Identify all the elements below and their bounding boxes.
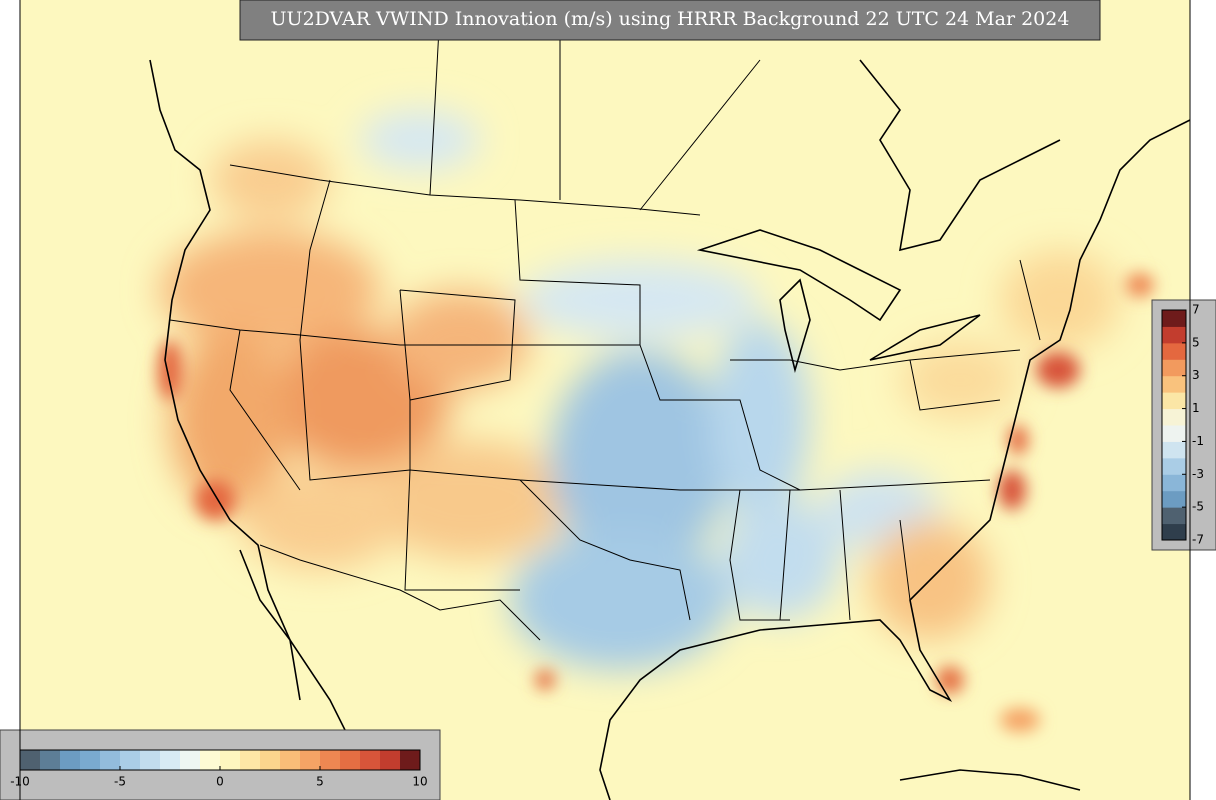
colorbar-tick-label: 3 (1192, 368, 1200, 382)
colorbar-segment (1162, 441, 1186, 459)
colorbar-segment (100, 750, 121, 770)
colorbar-segment (1162, 359, 1186, 377)
colorbar-tick-label: 5 (316, 775, 324, 789)
colorbar-segment (1162, 490, 1186, 508)
vertical-colorbar: 7 5 3 1 -1 -3 -5 -7 (1161, 303, 1204, 547)
colorbar-segment (220, 750, 241, 770)
title-box: UU2DVAR VWIND Innovation (m/s) using HRR… (239, 0, 1101, 41)
colorbar-segment (320, 750, 341, 770)
colorbar-segment (1162, 523, 1186, 541)
colorbar-segment (20, 750, 41, 770)
colorbar-segment (1162, 342, 1186, 360)
colorbar-segment (1162, 457, 1186, 475)
colorbar-segment (1162, 408, 1186, 426)
colorbar-tick-label: 7 (1192, 303, 1200, 317)
colorbar-segment (140, 750, 161, 770)
colorbar-segment (1162, 425, 1186, 442)
horizontal-colorbar: -10 -5 0 5 10 (10, 749, 428, 789)
colorbar-segment (400, 750, 421, 770)
colorbar-tick-label: -1 (1192, 434, 1204, 448)
map-title: UU2DVAR VWIND Innovation (m/s) using HRR… (271, 8, 1070, 30)
colorbar-segment (380, 750, 401, 770)
map-field (20, 0, 1191, 800)
colorbar-segment (1162, 474, 1186, 492)
colorbar-segment (120, 750, 141, 770)
colorbar-tick-label: 5 (1192, 335, 1200, 349)
colorbar-segment (1162, 310, 1186, 327)
colorbar-tick-label: -3 (1192, 467, 1204, 481)
colorbar-segment (80, 750, 101, 770)
colorbar-segment (1162, 507, 1186, 525)
colorbar-segment (260, 750, 281, 770)
title-background (239, 0, 1101, 41)
colorbar-tick-label: -5 (1192, 500, 1204, 514)
colorbar-tick-label: -5 (114, 775, 126, 789)
coastlines (149, 59, 1191, 800)
colorbar-segment (340, 750, 361, 770)
colorbar-tick-label: 1 (1192, 401, 1200, 415)
colorbar-segment (280, 750, 301, 770)
colorbar-segment (180, 750, 201, 770)
colorbar-segment (40, 750, 61, 770)
colorbar-tick-label: -7 (1192, 533, 1204, 547)
colorbar-segment (200, 750, 221, 770)
political-borders (169, 9, 1041, 641)
colorbar-segment (240, 750, 261, 770)
colorbar-tick-label: 10 (412, 775, 427, 789)
colorbar-segment (300, 750, 321, 770)
colorbar-segment (1162, 326, 1186, 344)
colorbar-segment (1162, 392, 1186, 410)
innovation-field (160, 110, 1120, 670)
colorbar-segment (360, 750, 381, 770)
colorbar-segment (160, 750, 181, 770)
colorbar-tick-label: 0 (216, 775, 224, 789)
colorbar-outline (1161, 309, 1187, 541)
colorbar-segment (60, 750, 81, 770)
colorbar-segment (1162, 375, 1186, 393)
